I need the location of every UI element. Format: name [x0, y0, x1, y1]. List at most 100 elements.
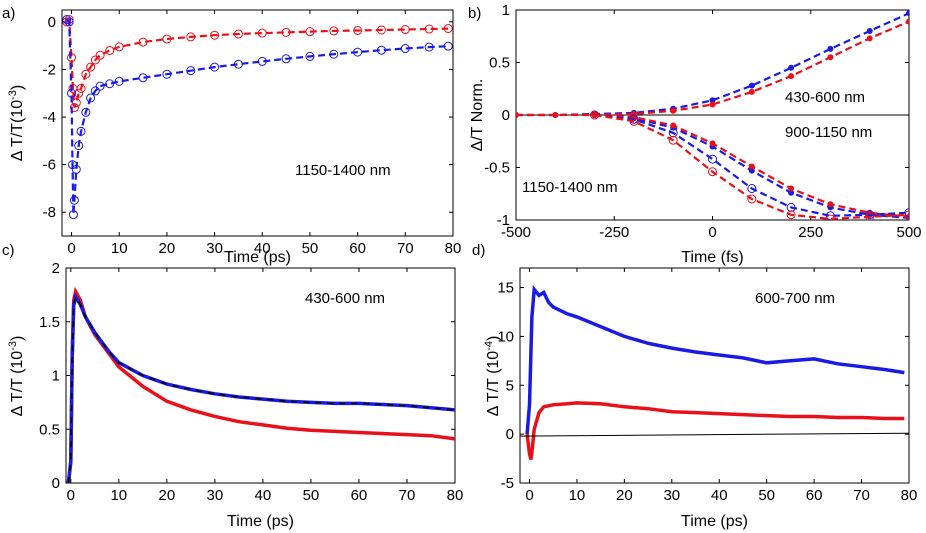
data-point: [748, 163, 755, 170]
data-point: [86, 93, 96, 103]
x-tick-label: 250: [798, 224, 823, 241]
x-tick-label: 20: [159, 240, 176, 257]
x-tick-label: 30: [663, 487, 680, 504]
x-tick-label: 0: [67, 487, 75, 504]
y-tick-label: -2: [43, 61, 56, 78]
axes-frame: [65, 267, 456, 484]
data-point: [786, 202, 796, 212]
data-point: [71, 98, 81, 108]
y-tick-label: -8: [43, 204, 56, 221]
data-point: [105, 45, 115, 55]
x-axis-title: Time (fs): [681, 249, 744, 266]
y-tick-label: 0: [48, 14, 56, 31]
data-point: [670, 122, 677, 129]
y-axis-title: Δ/T Norm.: [469, 79, 486, 152]
data-point: [67, 88, 77, 98]
series-fit-line: [67, 295, 455, 483]
y-tick-label: 1: [502, 2, 510, 19]
data-point: [257, 56, 267, 66]
data-point: [257, 28, 267, 38]
x-tick-label: 80: [445, 240, 462, 257]
plot-area: [520, 285, 909, 460]
y-axis-title-close: ): [9, 85, 26, 90]
data-point: [906, 18, 909, 25]
y-tick-label: 1.5: [39, 314, 60, 331]
data-point: [186, 66, 196, 76]
y-tick-label: 0.5: [39, 421, 60, 438]
data-point: [162, 34, 172, 44]
y-tick-label: 5: [506, 377, 514, 394]
data-point: [400, 44, 410, 54]
x-tick-label: 30: [206, 240, 223, 257]
panel-label: b): [468, 5, 481, 22]
x-tick-label: 0: [708, 224, 716, 241]
data-point: [906, 10, 909, 17]
data-point: [747, 194, 757, 204]
data-point: [90, 86, 100, 96]
data-point: [62, 17, 72, 27]
data-point: [114, 76, 124, 86]
data-point: [709, 101, 716, 108]
x-axis-title: Time (ps): [224, 249, 291, 266]
data-point: [668, 128, 678, 138]
data-point: [233, 59, 243, 69]
data-point: [424, 24, 434, 34]
data-point: [825, 214, 835, 220]
data-point: [305, 51, 315, 61]
data-point: [786, 210, 796, 220]
x-tick-label: 500: [896, 224, 921, 241]
x-tick-label: -250: [599, 224, 629, 241]
y-axis-title: Δ T/T (10-4): [483, 336, 502, 417]
y-axis-title-close: ): [9, 336, 26, 341]
panel-label: c): [2, 242, 15, 259]
y-tick-label: -1: [497, 212, 510, 229]
data-point: [400, 25, 410, 35]
x-tick-label: 50: [303, 487, 320, 504]
data-point: [71, 164, 81, 174]
x-tick-label: 10: [111, 240, 128, 257]
panel-a: a) 0 10 20 30 40 50 60 70 80 0 -2 -4 -6 -8 Time (ps) Δ T…: [2, 5, 461, 266]
y-axis-title-exponent: -4: [483, 341, 495, 351]
data-point: [866, 35, 873, 42]
y-axis-title-close: ): [485, 336, 502, 341]
x-tick-label: 60: [806, 487, 823, 504]
data-point: [443, 24, 453, 34]
x-tick-label: 10: [569, 487, 586, 504]
plot-area: [62, 15, 453, 220]
series-line-red: [525, 401, 905, 460]
data-point: [709, 97, 716, 104]
panel-d: d) 0 10 20 30 40 50 60 70 80 -5 0 5 10 15 Time (ps) Δ T/…: [472, 242, 917, 530]
data-point: [629, 114, 639, 124]
data-point: [95, 81, 105, 91]
y-tick-label: 2: [52, 260, 60, 277]
data-point: [329, 26, 339, 36]
x-tick-label: 0: [67, 240, 75, 257]
data-point: [186, 32, 196, 42]
data-point: [424, 42, 434, 52]
data-point: [825, 211, 835, 220]
data-point: [376, 45, 386, 55]
annotation: 430-600 nm: [305, 290, 385, 307]
data-point: [162, 69, 172, 79]
data-point: [90, 55, 100, 65]
axes-frame: [519, 267, 910, 484]
data-point: [866, 28, 873, 34]
data-point: [708, 167, 717, 177]
data-point: [376, 25, 386, 35]
data-point: [708, 154, 717, 164]
data-point: [552, 112, 559, 118]
data-point: [827, 45, 834, 52]
x-tick-label: 70: [397, 240, 414, 257]
x-tick-label: 80: [901, 487, 918, 504]
series-line-red: [66, 286, 455, 483]
data-point: [64, 17, 74, 27]
series-line-baseline: [520, 432, 909, 437]
data-point: [748, 167, 755, 174]
y-tick-label: 0: [502, 107, 510, 124]
data-point: [670, 107, 677, 114]
x-tick-label: 20: [159, 487, 176, 504]
x-tick-label: 20: [616, 487, 633, 504]
data-point: [74, 141, 84, 151]
y-axis-title: Δ T/T(10-3): [7, 85, 26, 161]
